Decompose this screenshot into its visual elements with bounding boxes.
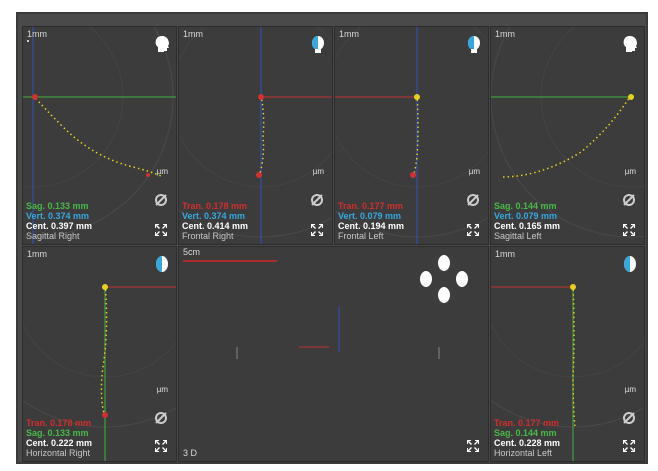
scale-label: 1mm xyxy=(495,249,515,259)
stat-line: Sag. 0.144 mm xyxy=(494,201,557,211)
reset-null-icon[interactable] xyxy=(310,193,324,207)
head-orientation-icon[interactable] xyxy=(414,253,474,311)
panel-sagittal-left[interactable]: 1mm µm Sag. 0.144 mm Vert. 0.079 mm Cent… xyxy=(490,26,645,245)
stat-line: Vert. 0.374 mm xyxy=(26,211,90,221)
unit-label: µm xyxy=(468,167,480,176)
expand-icon[interactable] xyxy=(310,223,324,237)
scale-bar xyxy=(27,40,29,42)
reset-null-icon[interactable] xyxy=(154,193,168,207)
stat-line: Tran. 0.178 mm xyxy=(26,418,92,428)
stat-line: Vert. 0.079 mm xyxy=(494,211,558,221)
panel-title: Sagittal Right xyxy=(26,231,80,241)
head-side-icon xyxy=(155,36,169,52)
unit-label: µm xyxy=(156,385,168,394)
viewer-frame: 1mm µm Sag. 0.133 mm Vert. 0.374 mm Cent… xyxy=(16,12,648,464)
head-top-half-icon xyxy=(156,256,168,272)
stat-line: Tran. 0.177 mm xyxy=(338,201,404,211)
stat-line: Cent. 0.222 mm xyxy=(26,438,93,448)
panel-3d-view[interactable]: 5cm 3 D xyxy=(178,246,489,462)
panel-title: Frontal Right xyxy=(182,231,234,241)
expand-icon[interactable] xyxy=(466,223,480,237)
expand-icon[interactable] xyxy=(622,439,636,453)
expand-icon[interactable] xyxy=(466,439,480,453)
stat-line: Vert. 0.079 mm xyxy=(338,211,402,221)
scale-label: 1mm xyxy=(339,29,359,39)
scale-label: 1mm xyxy=(27,29,47,39)
stat-line: Sag. 0.133 mm xyxy=(26,201,89,211)
trajectory-plot xyxy=(23,247,176,461)
stats-block: Tran. 0.178 mm Vert. 0.374 mm Cent. 0.41… xyxy=(182,201,248,241)
panel-frontal-right[interactable]: 1mm µm Tran. 0.178 mm Vert. 0.374 mm Cen… xyxy=(178,26,333,245)
unit-label: µm xyxy=(312,167,324,176)
stat-line: Cent. 0.194 mm xyxy=(338,221,405,231)
stat-line: Vert. 0.374 mm xyxy=(182,211,246,221)
panel-title: Sagittal Left xyxy=(494,231,542,241)
unit-label: µm xyxy=(156,167,168,176)
panel-sagittal-right[interactable]: 1mm µm Sag. 0.133 mm Vert. 0.374 mm Cent… xyxy=(22,26,177,245)
scale-label: 1mm xyxy=(183,29,203,39)
stat-line: Cent. 0.414 mm xyxy=(182,221,249,231)
stat-line: Tran. 0.177 mm xyxy=(494,418,560,428)
reset-null-icon[interactable] xyxy=(154,411,168,425)
stat-line: Cent. 0.228 mm xyxy=(494,438,561,448)
scale-label: 1mm xyxy=(495,29,515,39)
head-front-half-icon xyxy=(312,36,324,53)
stats-block: Tran. 0.178 mm Sag. 0.133 mm Cent. 0.222… xyxy=(26,418,92,458)
expand-icon[interactable] xyxy=(154,439,168,453)
trajectory-plot xyxy=(179,27,332,244)
trajectory-plot xyxy=(335,27,488,244)
reset-null-icon[interactable] xyxy=(622,411,636,425)
stat-line: Sag. 0.133 mm xyxy=(26,428,89,438)
expand-icon[interactable] xyxy=(622,223,636,237)
head-front-half-icon xyxy=(468,36,480,53)
trajectory-plot xyxy=(491,247,644,461)
stats-block: Sag. 0.144 mm Vert. 0.079 mm Cent. 0.165… xyxy=(494,201,560,241)
expand-icon[interactable] xyxy=(154,223,168,237)
unit-label: µm xyxy=(624,385,636,394)
stats-block: Sag. 0.133 mm Vert. 0.374 mm Cent. 0.397… xyxy=(26,201,92,241)
stat-line: Sag. 0.144 mm xyxy=(494,428,557,438)
reset-null-icon[interactable] xyxy=(622,193,636,207)
panel-title: Horizontal Left xyxy=(494,448,553,458)
panel-frontal-left[interactable]: 1mm µm Tran. 0.177 mm Vert. 0.079 mm Cen… xyxy=(334,26,489,245)
panel-title: Frontal Left xyxy=(338,231,384,241)
trajectory-plot xyxy=(491,27,644,238)
scale-label: 5cm xyxy=(183,247,201,257)
stats-block: Tran. 0.177 mm Vert. 0.079 mm Cent. 0.19… xyxy=(338,201,404,241)
stat-line: Tran. 0.178 mm xyxy=(182,201,248,211)
panel-horizontal-left[interactable]: 1mm µm Tran. 0.177 mm Sag. 0.144 mm Cent… xyxy=(490,246,645,462)
3d-scene xyxy=(183,260,440,359)
head-side-icon xyxy=(623,36,637,52)
reset-null-icon[interactable] xyxy=(466,193,480,207)
unit-label: µm xyxy=(624,167,636,176)
trajectory-plot xyxy=(23,27,176,244)
stat-line: Cent. 0.165 mm xyxy=(494,221,561,231)
panel-title: 3 D xyxy=(183,448,198,458)
scale-label: 1mm xyxy=(27,249,47,259)
head-top-half-icon xyxy=(624,256,636,272)
panel-title: Horizontal Right xyxy=(26,448,91,458)
panel-horizontal-right[interactable]: 1mm µm Tran. 0.178 mm Sag. 0.133 mm Cent… xyxy=(22,246,177,462)
stat-line: Cent. 0.397 mm xyxy=(26,221,93,231)
stats-block: Tran. 0.177 mm Sag. 0.144 mm Cent. 0.228… xyxy=(494,418,560,458)
